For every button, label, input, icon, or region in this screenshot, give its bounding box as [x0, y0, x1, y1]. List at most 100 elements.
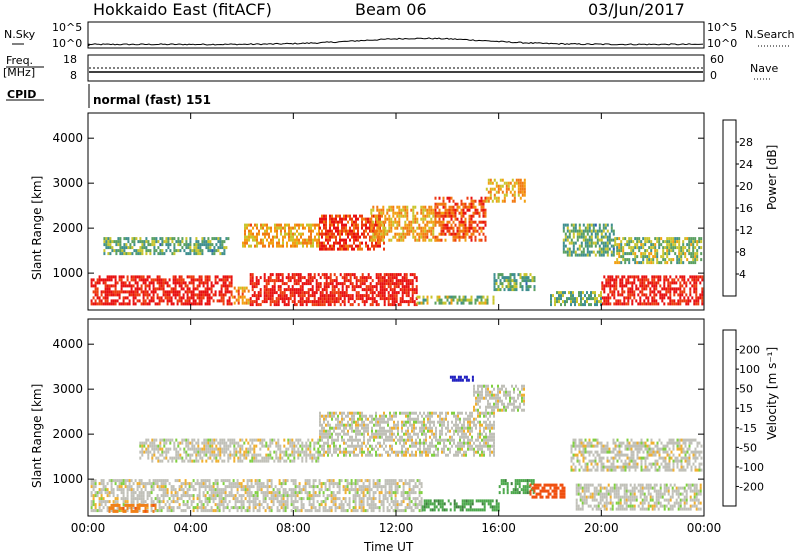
data-cell — [175, 240, 178, 244]
data-cell — [264, 509, 267, 513]
data-cell — [186, 290, 189, 294]
data-cell — [174, 287, 177, 291]
data-cell — [172, 293, 175, 297]
data-cell — [248, 232, 250, 236]
data-cell — [104, 293, 107, 297]
data-cell — [124, 290, 127, 294]
data-cell — [430, 238, 433, 242]
data-cell — [289, 279, 292, 283]
data-cell — [434, 196, 437, 200]
data-cell — [682, 252, 685, 256]
data-cell — [416, 211, 419, 215]
data-cell — [378, 226, 381, 230]
data-cell — [207, 249, 210, 253]
data-cell — [308, 497, 311, 501]
data-cell — [380, 485, 383, 489]
data-cell — [172, 488, 175, 492]
data-cell — [401, 285, 404, 289]
data-cell — [233, 301, 236, 305]
data-cell — [187, 246, 190, 250]
data-cell — [140, 302, 143, 306]
data-cell — [513, 279, 516, 283]
data-cell — [138, 287, 141, 291]
data-cell — [189, 246, 192, 250]
data-cell — [264, 232, 266, 236]
data-cell — [507, 181, 510, 185]
data-cell — [297, 288, 300, 292]
data-cell — [442, 196, 445, 200]
data-cell — [686, 243, 689, 247]
data-cell — [204, 509, 207, 513]
data-cell — [343, 223, 345, 227]
data-cell — [430, 232, 433, 236]
data-cell — [402, 485, 405, 489]
data-cell — [590, 244, 593, 248]
data-cell — [409, 279, 412, 283]
data-cell — [295, 303, 298, 307]
data-cell — [396, 509, 399, 513]
data-cell — [306, 509, 309, 513]
data-cell — [202, 503, 205, 507]
data-cell — [374, 238, 377, 242]
data-cell — [449, 502, 452, 506]
data-cell — [247, 301, 250, 305]
data-cell — [331, 294, 334, 298]
data-cell — [103, 237, 106, 241]
data-cell — [404, 497, 407, 501]
data-cell — [469, 508, 472, 512]
data-cell — [118, 275, 121, 279]
data-cell — [178, 488, 181, 492]
data-cell — [601, 284, 604, 288]
data-cell — [643, 287, 646, 291]
data-cell — [405, 282, 408, 286]
data-cell — [406, 497, 409, 501]
data-cell — [172, 500, 175, 504]
data-cell — [619, 302, 622, 306]
data-cell — [372, 497, 375, 501]
data-cell — [294, 238, 296, 242]
data-cell — [224, 494, 227, 498]
data-cell — [365, 288, 368, 292]
data-cell — [635, 299, 638, 303]
data-cell — [100, 482, 103, 486]
data-cell — [422, 235, 425, 239]
data-cell — [218, 290, 221, 294]
data-cell — [347, 229, 349, 233]
data-cell — [379, 214, 381, 218]
data-cell — [126, 488, 129, 492]
data-cell — [361, 214, 363, 218]
data-cell — [144, 290, 147, 294]
data-cell — [174, 296, 177, 300]
data-cell — [369, 229, 371, 233]
data-cell — [265, 282, 268, 286]
data-cell — [371, 303, 374, 307]
data-cell — [250, 500, 253, 504]
data-cell — [290, 491, 293, 495]
data-cell — [245, 301, 248, 305]
data-cell — [216, 485, 219, 489]
data-cell — [516, 491, 519, 495]
data-cell — [223, 240, 226, 244]
data-cell — [126, 497, 129, 501]
data-cell — [122, 482, 125, 486]
data-cell — [452, 214, 455, 218]
data-cell — [118, 296, 121, 300]
data-cell — [402, 494, 405, 498]
data-cell — [136, 299, 139, 303]
data-cell — [280, 500, 283, 504]
data-cell — [323, 220, 325, 224]
data-cell — [301, 294, 304, 298]
data-cell — [335, 297, 338, 301]
data-cell — [177, 243, 180, 247]
data-cell — [145, 237, 148, 241]
data-cell — [208, 287, 211, 291]
data-cell — [150, 296, 153, 300]
data-cell — [289, 294, 292, 298]
data-cell — [460, 202, 463, 206]
data-cell — [269, 288, 272, 292]
data-cell — [178, 281, 181, 285]
data-cell — [344, 509, 347, 513]
data-cell — [512, 491, 515, 495]
data-cell — [505, 276, 508, 280]
data-cell — [90, 509, 93, 513]
